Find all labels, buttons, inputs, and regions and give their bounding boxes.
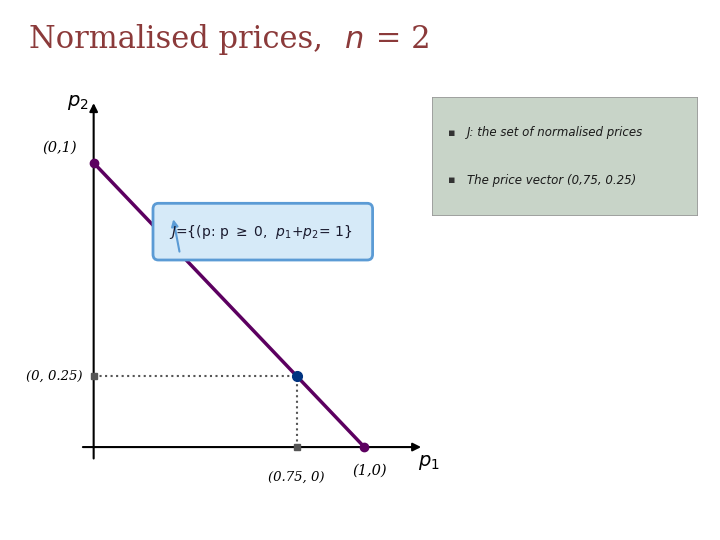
FancyBboxPatch shape: [432, 97, 698, 216]
Text: (0, 0.25): (0, 0.25): [27, 369, 83, 382]
Text: The price vector (0,75, 0.25): The price vector (0,75, 0.25): [467, 174, 636, 187]
Text: $n$: $n$: [344, 24, 364, 55]
Text: ▪: ▪: [448, 128, 456, 138]
Text: = 2: = 2: [366, 24, 431, 55]
Text: $p_2$: $p_2$: [66, 93, 89, 112]
Text: (0,1): (0,1): [42, 140, 78, 154]
Text: (0.75, 0): (0.75, 0): [269, 471, 325, 484]
Text: Normalised prices,: Normalised prices,: [29, 24, 333, 55]
Text: ▪: ▪: [448, 176, 456, 185]
FancyBboxPatch shape: [153, 203, 373, 260]
Text: Frank Cowell:  GE Excess Demand & Prices: Frank Cowell: GE Excess Demand & Prices: [229, 514, 491, 527]
Text: (1,0): (1,0): [352, 464, 387, 478]
Text: $p_1$: $p_1$: [418, 453, 441, 472]
Text: $J$={(p: p $\geq$ 0,  $p_1$+$p_2$= 1}: $J$={(p: p $\geq$ 0, $p_1$+$p_2$= 1}: [169, 222, 353, 241]
Text: J: the set of normalised prices: J: the set of normalised prices: [467, 126, 643, 139]
Text: April 2018: April 2018: [14, 514, 77, 527]
Text: 14: 14: [679, 514, 698, 528]
